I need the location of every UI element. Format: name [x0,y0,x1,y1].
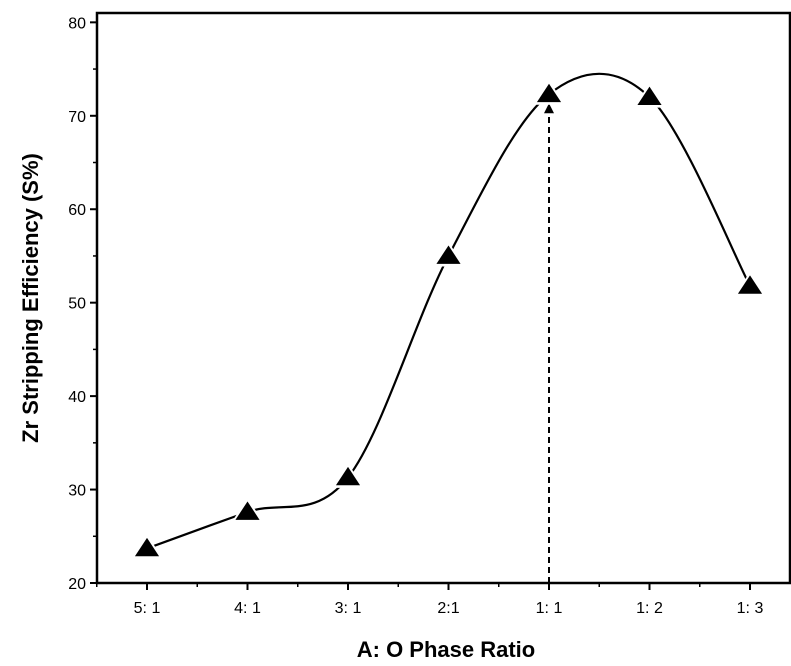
plot-frame [95,11,791,585]
x-tick-label: 4: 1 [234,600,261,617]
x-tick-label: 1: 2 [636,600,663,617]
y-tick-label: 80 [68,15,86,32]
x-tick-label: 5: 1 [134,600,161,617]
x-axis-title: A: O Phase Ratio [357,637,535,662]
data-markers [130,80,767,559]
data-point-triangle [536,83,562,103]
x-tick-label: 3: 1 [335,600,362,617]
y-tick-label: 30 [68,483,86,500]
y-axis-title: Zr Stripping Efficiency (S%) [18,153,43,443]
data-point-triangle [436,245,461,264]
y-tick-label: 50 [68,296,86,313]
data-point-triangle [235,501,260,520]
y-tick-label: 40 [68,389,86,406]
y-tick-label: 20 [68,576,86,593]
x-tick-label: 2:1 [437,600,459,617]
series-line [146,72,751,550]
data-point-triangle [637,86,662,105]
data-point-triangle [134,537,160,557]
data-point-triangle [335,466,361,486]
x-tick-label: 1: 1 [536,600,563,617]
y-axis-ticks: 20 30 40 50 60 70 80 [68,15,97,593]
y-tick-label: 70 [68,109,86,126]
x-axis-ticks: 5: 1 4: 1 3: 1 2:1 1: 1 1: 2 1: 3 [96,583,764,617]
x-tick-label: 1: 3 [737,600,764,617]
data-point-triangle [737,275,763,294]
y-tick-label: 60 [68,202,86,219]
